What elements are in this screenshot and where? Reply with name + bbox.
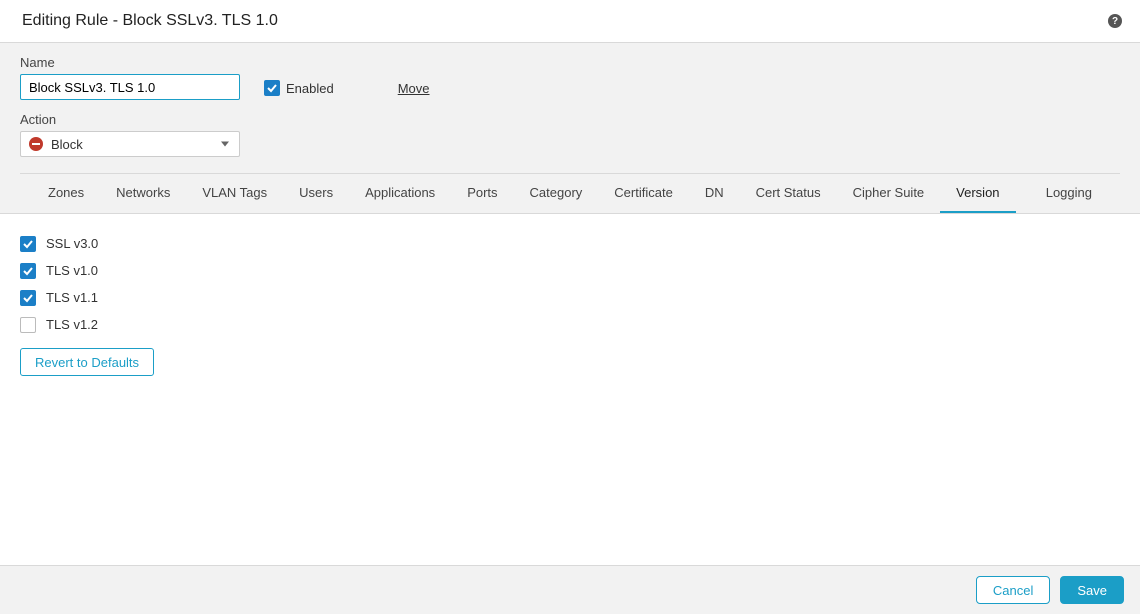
- tab-zones[interactable]: Zones: [32, 174, 100, 214]
- help-icon[interactable]: ?: [1108, 14, 1122, 28]
- enabled-label: Enabled: [286, 81, 334, 96]
- revert-to-defaults-button[interactable]: Revert to Defaults: [20, 348, 154, 376]
- tabs-bar: ZonesNetworksVLAN TagsUsersApplicationsP…: [20, 173, 1120, 213]
- action-label: Action: [20, 112, 1120, 127]
- tab-cipher-suite[interactable]: Cipher Suite: [837, 174, 941, 214]
- name-field-group: Name: [20, 55, 240, 100]
- chevron-down-icon: [221, 142, 229, 147]
- rule-editor-dialog: Editing Rule - Block SSLv3. TLS 1.0 ? Na…: [0, 0, 1140, 614]
- version-label: SSL v3.0: [46, 236, 98, 251]
- dialog-title: Editing Rule - Block SSLv3. TLS 1.0: [22, 12, 278, 30]
- enabled-field[interactable]: Enabled: [264, 80, 334, 100]
- dialog-header: Editing Rule - Block SSLv3. TLS 1.0 ?: [0, 0, 1140, 42]
- version-row: TLS v1.1: [20, 284, 1120, 311]
- tab-ports[interactable]: Ports: [451, 174, 513, 214]
- move-link[interactable]: Move: [398, 81, 430, 100]
- tab-vlan-tags[interactable]: VLAN Tags: [186, 174, 283, 214]
- tab-applications[interactable]: Applications: [349, 174, 451, 214]
- name-label: Name: [20, 55, 240, 70]
- form-area: Name Enabled Move Action Block ZonesNetw…: [0, 42, 1140, 214]
- dialog-footer: Cancel Save: [0, 565, 1140, 614]
- action-field-group: Action Block: [20, 112, 1120, 173]
- name-row: Name Enabled Move: [20, 55, 1120, 100]
- version-list: SSL v3.0 TLS v1.0 TLS v1.1 TLS v1.2: [20, 230, 1120, 338]
- version-row: TLS v1.0: [20, 257, 1120, 284]
- tab-users[interactable]: Users: [283, 174, 349, 214]
- name-input[interactable]: [20, 74, 240, 100]
- save-button[interactable]: Save: [1060, 576, 1124, 604]
- version-checkbox[interactable]: [20, 236, 36, 252]
- tab-certificate[interactable]: Certificate: [598, 174, 689, 214]
- version-checkbox[interactable]: [20, 263, 36, 279]
- version-label: TLS v1.0: [46, 263, 98, 278]
- version-checkbox[interactable]: [20, 317, 36, 333]
- cancel-button[interactable]: Cancel: [976, 576, 1050, 604]
- version-label: TLS v1.1: [46, 290, 98, 305]
- version-tab-content: SSL v3.0 TLS v1.0 TLS v1.1 TLS v1.2 Revert …: [0, 214, 1140, 565]
- action-select[interactable]: Block: [20, 131, 240, 157]
- version-row: SSL v3.0: [20, 230, 1120, 257]
- tab-cert-status[interactable]: Cert Status: [740, 174, 837, 214]
- tab-networks[interactable]: Networks: [100, 174, 186, 214]
- enabled-checkbox[interactable]: [264, 80, 280, 96]
- tab-version[interactable]: Version: [940, 174, 1015, 214]
- tab-logging[interactable]: Logging: [1030, 174, 1108, 214]
- action-value: Block: [51, 137, 83, 152]
- version-label: TLS v1.2: [46, 317, 98, 332]
- tab-category[interactable]: Category: [514, 174, 599, 214]
- version-checkbox[interactable]: [20, 290, 36, 306]
- tab-dn[interactable]: DN: [689, 174, 740, 214]
- version-row: TLS v1.2: [20, 311, 1120, 338]
- block-icon: [29, 137, 43, 151]
